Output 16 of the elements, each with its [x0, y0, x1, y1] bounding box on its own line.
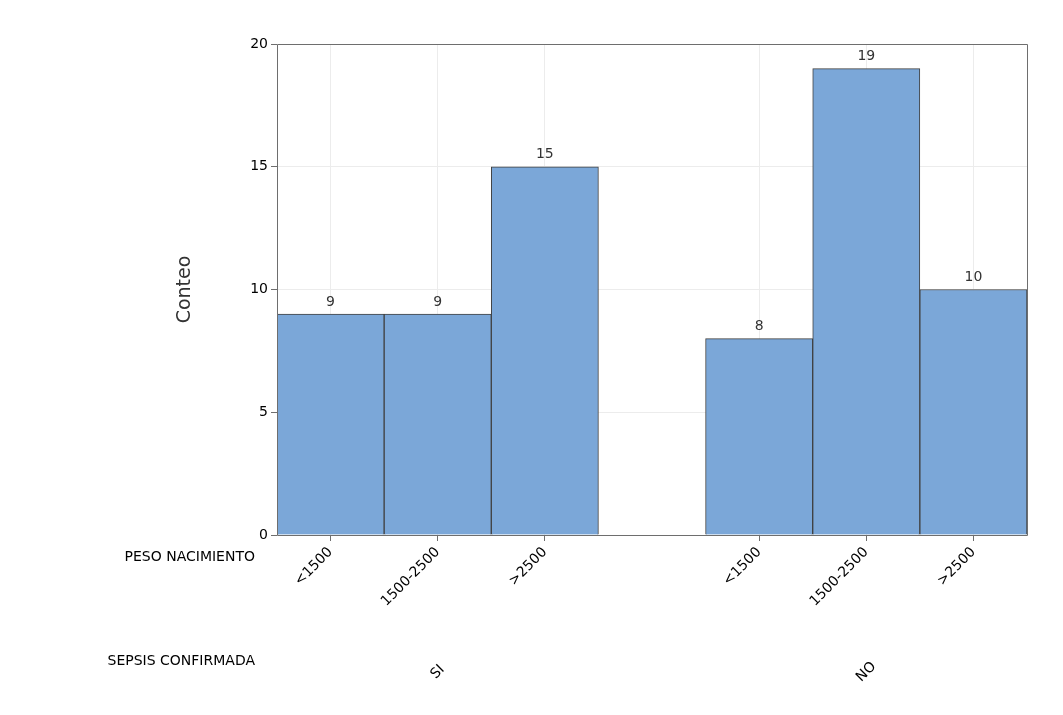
text: NO: [852, 657, 879, 685]
x-axis-title: PESO NACIMIENTO: [124, 547, 255, 564]
text: SEPSIS CONFIRMADA: [107, 651, 256, 668]
data-label: 9: [433, 292, 443, 309]
y-tick-label: 5: [259, 402, 268, 419]
y-axis-title: Conteo: [172, 255, 195, 324]
data-label: 9: [326, 292, 336, 309]
y-tick-label: 10: [250, 280, 268, 297]
y-tick-label: 15: [250, 157, 268, 174]
y-tick-label: 20: [250, 34, 268, 51]
data-label: 8: [754, 317, 764, 334]
text: SI: [426, 660, 448, 682]
data-label: 10: [964, 268, 983, 285]
data-label: 15: [535, 145, 554, 162]
data-label: 19: [857, 47, 876, 64]
y-tick-label: 0: [259, 525, 268, 542]
